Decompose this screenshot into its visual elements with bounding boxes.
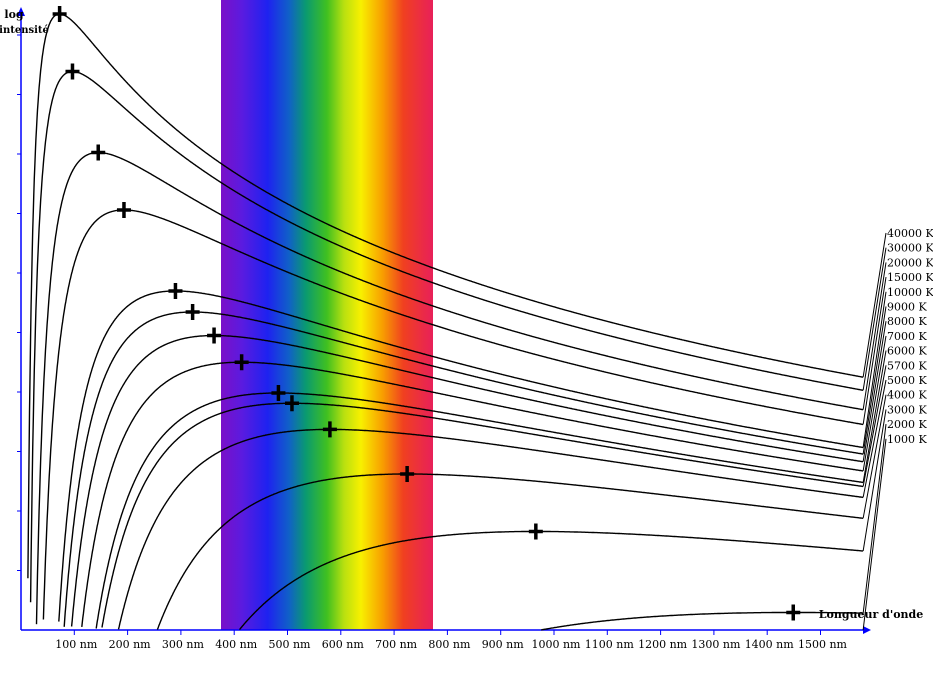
x-tick-label: 300 nm [162,638,205,651]
curve-4000k [156,473,864,630]
curve-5700k [101,402,864,628]
label-leader [862,379,887,498]
x-tick-label: 1200 nm [638,638,688,651]
label-leader [862,291,887,448]
peak-marker-9000k [185,303,200,320]
series-label-2000k: 2000 K [887,418,927,431]
x-axis-arrow [863,626,871,634]
series-label-10000k: 10000 K [887,286,933,299]
x-tick-label: 1300 nm [691,638,741,651]
label-leader [862,365,887,487]
curve-30000k [29,70,864,603]
peak-marker-6000k [271,384,286,401]
visible-spectrum-band [221,0,433,630]
curve-20000k [35,151,864,625]
curve-6000k [95,392,864,629]
label-leader [862,232,887,378]
x-tick-label: 500 nm [268,638,311,651]
x-tick-label: 700 nm [375,638,418,651]
y-axis-arrow [17,7,25,16]
peak-marker-5700k [284,395,299,412]
curve-5000k [117,428,864,630]
series-label-3000k: 3000 K [887,403,927,416]
x-axis-label: Longueur d'onde [819,608,923,621]
series-label-40000k: 40000 K [887,227,933,240]
peak-marker-10000k [168,282,183,299]
peak-marker-2000k [786,604,801,621]
label-leader [862,262,887,410]
series-label-30000k: 30000 K [887,242,933,255]
x-tick-label: 1100 nm [585,638,635,651]
x-tick-label: 1400 nm [745,638,795,651]
x-tick-label: 400 nm [215,638,258,651]
peak-marker-3000k [528,523,543,540]
label-leader [862,438,887,631]
peak-marker-20000k [91,144,106,161]
x-tick-label: 800 nm [428,638,471,651]
x-tick-label: 600 nm [322,638,365,651]
series-label-1000k: 1000 K [887,433,927,446]
peak-marker-30000k [65,63,80,80]
series-label-6000k: 6000 K [887,345,927,358]
label-leader [862,306,887,455]
x-tick-label: 1000 nm [531,638,581,651]
x-tick-label: 100 nm [55,638,98,651]
peak-marker-7000k [234,354,249,371]
x-tick-label: 1500 nm [798,638,848,651]
curve-7000k [81,361,864,627]
label-leader [862,394,887,519]
peak-marker-5000k [322,421,337,438]
curve-8000k [70,334,864,627]
label-leader [862,321,887,462]
curve-15000k [42,209,864,620]
y-axis-label: log [4,8,24,21]
peak-marker-15000k [116,201,131,218]
curve-40000k [27,13,864,579]
peak-marker-8000k [207,327,222,344]
label-leader [862,277,887,425]
label-leader [862,350,887,483]
label-leader [862,335,887,472]
curve-3000k [238,530,864,631]
label-leader [862,409,887,552]
curve-2000k [541,611,864,631]
series-label-5700k: 5700 K [887,359,927,372]
label-leader [862,247,887,391]
y-axis-label-line2: intensité [0,25,49,36]
series-label-5000k: 5000 K [887,374,927,387]
peak-marker-40000k [52,6,67,22]
peak-marker-4000k [400,466,415,482]
series-label-4000k: 4000 K [887,389,927,402]
series-label-7000k: 7000 K [887,330,927,343]
x-tick-label: 900 nm [482,638,525,651]
label-leader [862,424,887,614]
series-label-8000k: 8000 K [887,315,927,328]
curve-10000k [58,290,864,622]
series-label-20000k: 20000 K [887,256,933,269]
series-label-9000k: 9000 K [887,301,927,314]
x-tick-label: 200 nm [109,638,152,651]
series-label-15000k: 15000 K [887,271,933,284]
